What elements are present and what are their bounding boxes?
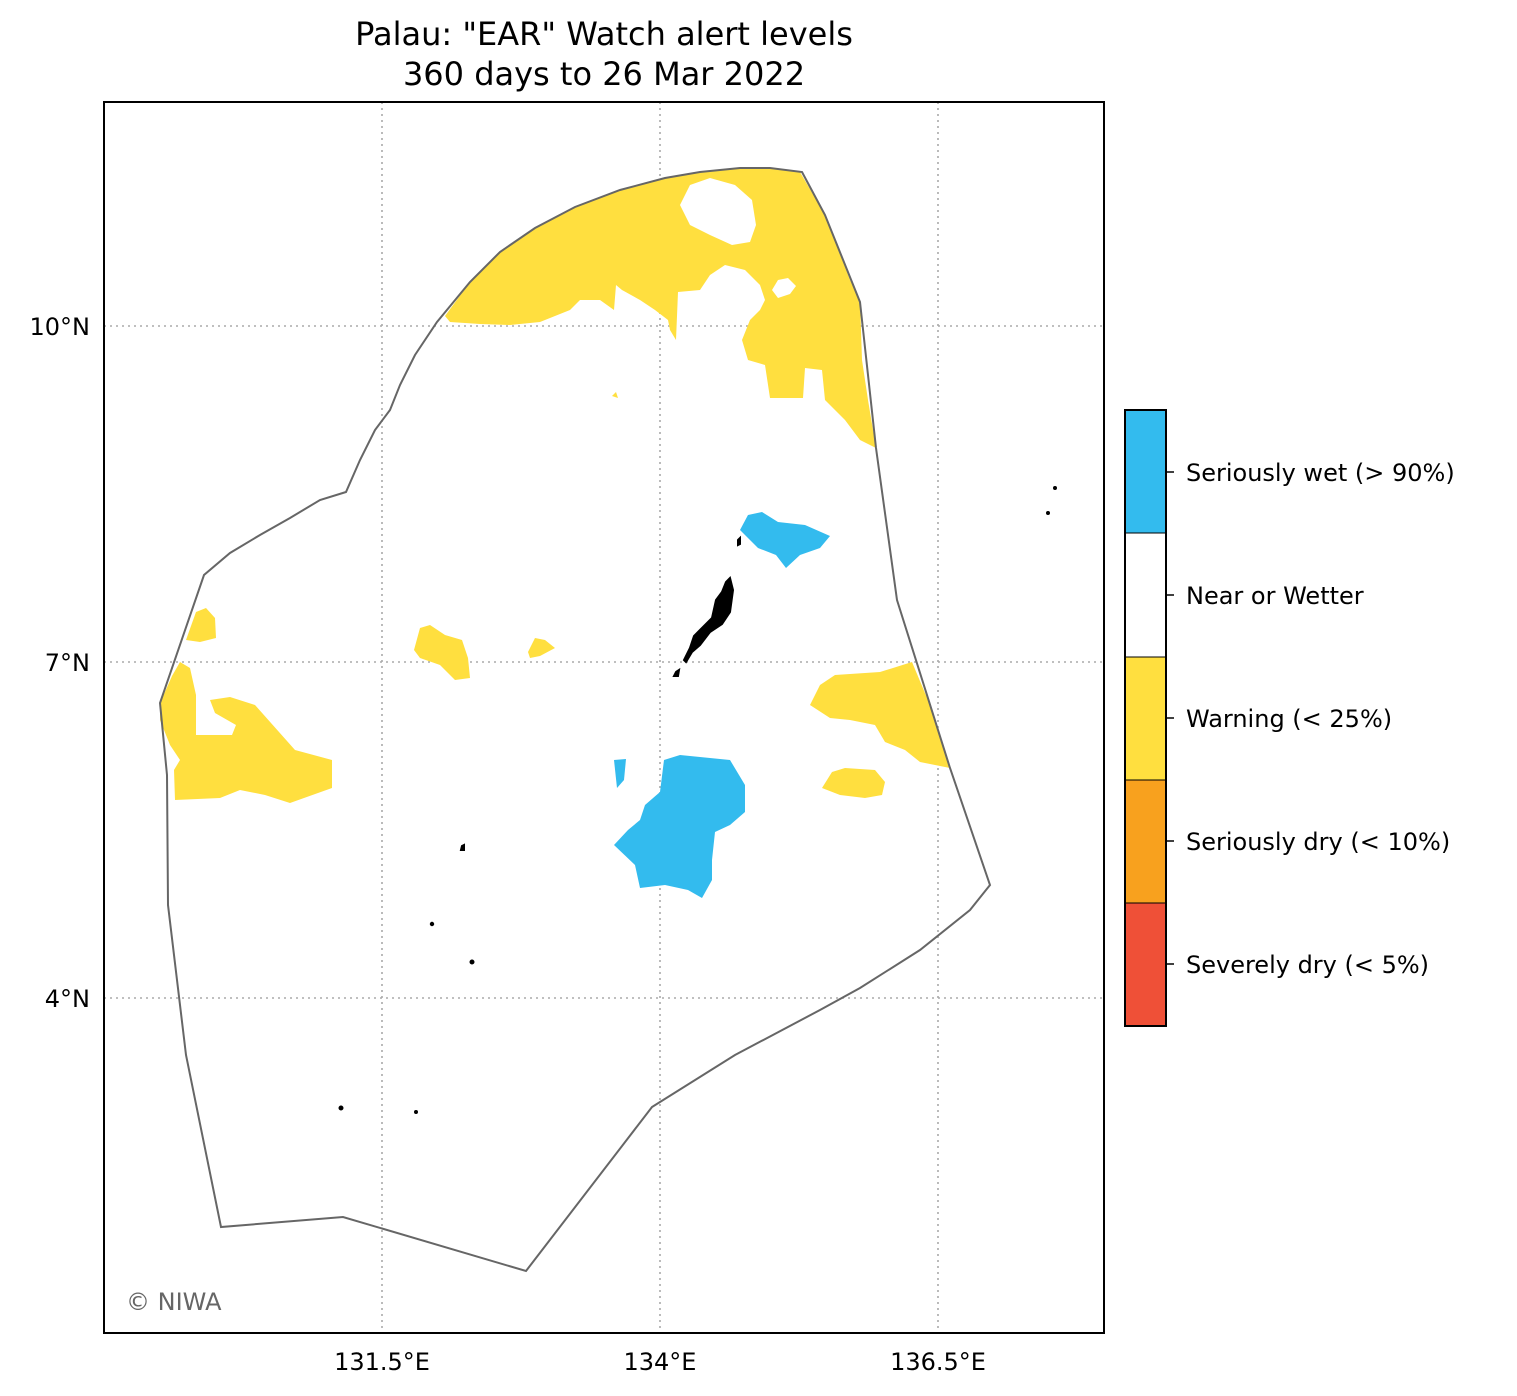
- warning-regions: [160, 168, 950, 803]
- babeldaob-island: [682, 576, 735, 664]
- warning-region-west: [160, 662, 332, 803]
- y-axis-ticks: 10°N 7°N 4°N: [30, 313, 91, 1013]
- legend-colorbar: Seriously wet (> 90%) Near or Wetter War…: [1124, 409, 1455, 1027]
- legend-swatch-seriously-dry: [1124, 779, 1167, 904]
- legend-label-warning: Warning (< 25%): [1186, 705, 1392, 733]
- legend-swatch-warning: [1124, 656, 1167, 781]
- map-title: Palau: "EAR" Watch alert levels: [355, 15, 853, 53]
- eez-boundary: [158, 167, 992, 1273]
- legend-label-seriously-wet: Seriously wet (> 90%): [1186, 459, 1455, 487]
- map-frame: [103, 101, 1105, 1334]
- warning-region-southeast: [822, 768, 885, 798]
- island-dot-2: [737, 535, 741, 547]
- legend-swatch-severely-dry: [1124, 902, 1167, 1027]
- legend-swatch-near-or-wetter: [1124, 532, 1167, 658]
- warning-region-dot: [612, 392, 618, 398]
- near-wetter-hole-north: [680, 178, 756, 245]
- island-dot-7: [414, 1110, 418, 1114]
- y-tick-label-10n: 10°N: [30, 313, 91, 341]
- y-tick-label-7n: 7°N: [45, 649, 90, 677]
- warning-region-center-west: [414, 625, 470, 680]
- legend-label-near-or-wetter: Near or Wetter: [1186, 582, 1364, 610]
- y-tick-label-4n: 4°N: [45, 985, 90, 1013]
- legend-label-severely-dry: Severely dry (< 5%): [1186, 951, 1429, 979]
- island-dot-5: [469, 959, 475, 965]
- island-dot-9: [1046, 511, 1050, 515]
- land: [338, 486, 1057, 1114]
- warning-region-east: [810, 662, 950, 768]
- island-dot-4: [429, 921, 435, 927]
- legend-label-seriously-dry: Seriously dry (< 10%): [1186, 828, 1450, 856]
- wet-region-south: [614, 755, 745, 898]
- warning-region-center-small: [528, 638, 555, 658]
- warning-region-north: [445, 168, 876, 448]
- x-tick-label-136-5e: 136.5°E: [890, 1348, 986, 1376]
- wet-region-north: [740, 512, 830, 568]
- x-axis-ticks: 131.5°E 134°E 136.5°E: [334, 1348, 986, 1376]
- map-subtitle: 360 days to 26 Mar 2022: [402, 55, 806, 93]
- island-dot-3: [459, 843, 465, 851]
- x-tick-label-131-5e: 131.5°E: [334, 1348, 430, 1376]
- credit-text: © NIWA: [126, 1288, 222, 1316]
- island-dot-8: [1053, 486, 1057, 490]
- wet-regions: [614, 512, 830, 898]
- wet-region-small: [614, 759, 626, 788]
- island-dot-1: [672, 667, 681, 677]
- island-dot-6: [338, 1105, 344, 1111]
- near-wetter-hole-small: [772, 278, 796, 298]
- legend-swatch-seriously-wet: [1124, 409, 1167, 534]
- near-wetter-holes: [680, 178, 796, 298]
- x-tick-label-134e: 134°E: [624, 1348, 697, 1376]
- warning-region-west-small: [186, 608, 216, 642]
